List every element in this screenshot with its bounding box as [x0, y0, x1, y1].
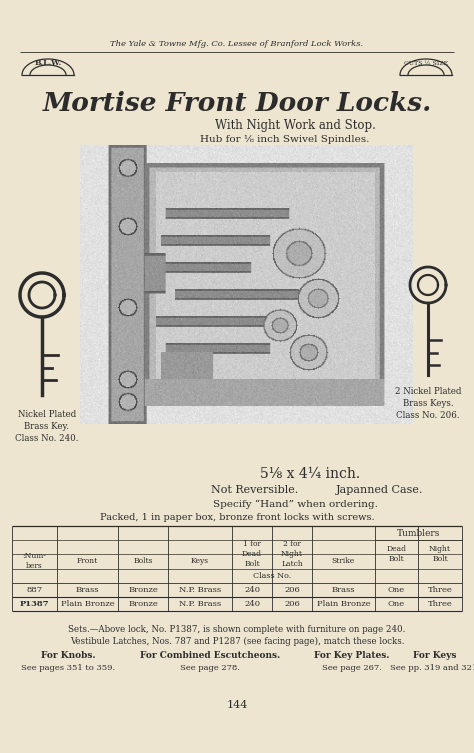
Text: Three: Three	[428, 600, 452, 608]
Text: For Knobs.: For Knobs.	[41, 651, 95, 660]
Text: Brass: Brass	[76, 586, 99, 594]
Text: One: One	[388, 586, 405, 594]
Text: N.P. Brass: N.P. Brass	[179, 586, 221, 594]
Text: B.L.W.: B.L.W.	[35, 59, 62, 67]
Text: Strike: Strike	[332, 557, 355, 565]
Text: Night
Bolt: Night Bolt	[429, 545, 451, 563]
Text: Mortise Front Door Locks.: Mortise Front Door Locks.	[42, 90, 432, 115]
Text: For Keys: For Keys	[413, 651, 456, 660]
Text: Plain Bronze: Plain Bronze	[317, 600, 370, 608]
Text: With Night Work and Stop.: With Night Work and Stop.	[215, 118, 375, 132]
Text: Bronze: Bronze	[128, 586, 158, 594]
Text: 206: 206	[284, 600, 300, 608]
Text: N.P. Brass: N.P. Brass	[179, 600, 221, 608]
Text: Packed, 1 in paper box, bronze front locks with screws.: Packed, 1 in paper box, bronze front loc…	[100, 514, 374, 523]
Text: See pages 351 to 359.: See pages 351 to 359.	[21, 664, 115, 672]
Text: Three: Three	[428, 586, 452, 594]
Text: Brass Keys.: Brass Keys.	[403, 399, 453, 408]
Text: See pp. 319 and 321.: See pp. 319 and 321.	[390, 664, 474, 672]
Text: One: One	[388, 600, 405, 608]
Text: Bolts: Bolts	[133, 557, 153, 565]
Text: 5⅛ x 4¼ inch.: 5⅛ x 4¼ inch.	[260, 467, 360, 481]
Text: Class No.: Class No.	[253, 572, 291, 580]
Text: See page 267.: See page 267.	[322, 664, 382, 672]
Text: Bronze: Bronze	[128, 600, 158, 608]
Text: Class No. 206.: Class No. 206.	[396, 411, 460, 420]
Text: P1387: P1387	[20, 600, 49, 608]
Text: Front: Front	[77, 557, 98, 565]
Text: The Yale & Towne Mfg. Co. Lessee of Branford Lock Works.: The Yale & Towne Mfg. Co. Lessee of Bran…	[110, 40, 364, 48]
Text: For Combined Escutcheons.: For Combined Escutcheons.	[140, 651, 280, 660]
Text: Keys: Keys	[191, 557, 209, 565]
Text: Nickel Plated
Brass Key.
Class No. 240.: Nickel Plated Brass Key. Class No. 240.	[15, 410, 79, 443]
Text: Brass: Brass	[332, 586, 355, 594]
Text: Japanned Case.: Japanned Case.	[337, 485, 424, 495]
Text: 2 for
Night
Latch: 2 for Night Latch	[281, 540, 303, 568]
Text: Not Reversible.: Not Reversible.	[211, 485, 299, 495]
Text: 887: 887	[27, 586, 43, 594]
Text: 144: 144	[226, 700, 248, 710]
Text: For Key Plates.: For Key Plates.	[314, 651, 390, 660]
Text: CUTS ½ SIZE: CUTS ½ SIZE	[404, 60, 448, 66]
Text: 240: 240	[244, 600, 260, 608]
Text: See page 278.: See page 278.	[180, 664, 240, 672]
Text: Hub for ⅛ inch Swivel Spindles.: Hub for ⅛ inch Swivel Spindles.	[201, 135, 370, 144]
Text: :Num-
bers: :Num- bers	[22, 552, 46, 570]
Text: Vestibule Latches, Nos. 787 and P1287 (see facing page), match these locks.: Vestibule Latches, Nos. 787 and P1287 (s…	[70, 636, 404, 645]
Text: Specify “Hand” when ordering.: Specify “Hand” when ordering.	[212, 499, 377, 509]
Text: Sets.—Above lock, No. P1387, is shown complete with furniture on page 240.: Sets.—Above lock, No. P1387, is shown co…	[68, 626, 406, 635]
Text: 2 Nickel Plated: 2 Nickel Plated	[395, 387, 461, 396]
Text: Tumblers: Tumblers	[397, 529, 440, 538]
Text: 240: 240	[244, 586, 260, 594]
Text: 206: 206	[284, 586, 300, 594]
Text: Plain Bronze: Plain Bronze	[61, 600, 114, 608]
Text: Dead
Bolt: Dead Bolt	[386, 545, 407, 563]
Text: 1 for
Dead
Bolt: 1 for Dead Bolt	[242, 540, 262, 568]
